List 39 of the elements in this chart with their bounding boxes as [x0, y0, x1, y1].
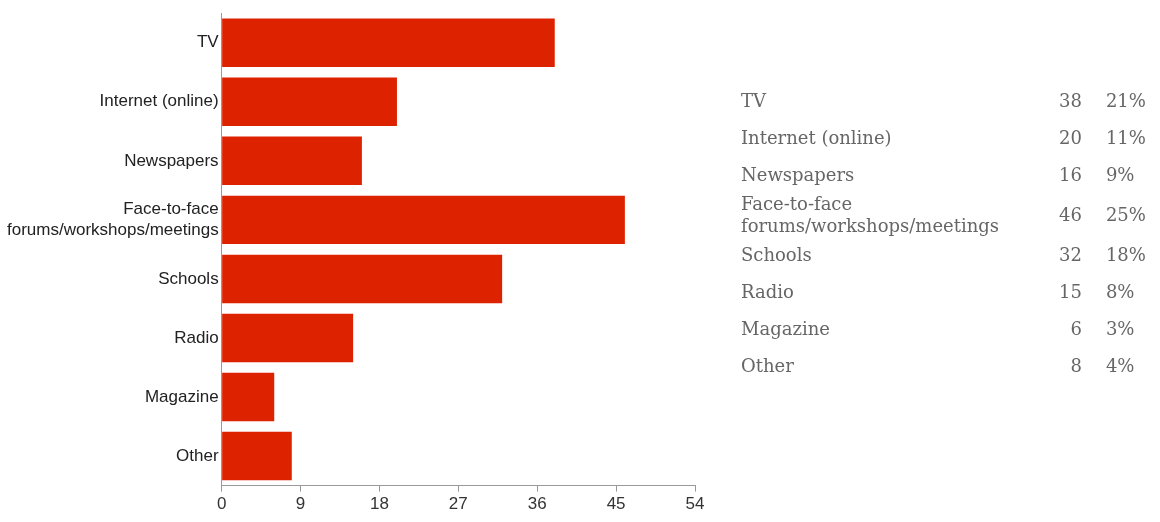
category-label: Internet (online) [741, 126, 892, 148]
text: 8 [1069, 353, 1083, 378]
y-tick-label: Newspapers [124, 150, 219, 170]
y-tick-label: Other [176, 445, 219, 465]
text: 20 [1057, 125, 1083, 150]
text: 18% [1104, 242, 1147, 267]
text: 38 [1057, 88, 1083, 113]
y-tick-label: Schools [158, 268, 219, 288]
category-label: Radio [741, 280, 794, 302]
y-tick-label: Magazine [144, 386, 219, 406]
x-tick-label: 54 [685, 494, 705, 514]
category-label: Magazine [741, 317, 830, 339]
text: 25% [1104, 202, 1147, 227]
y-tick-label: TV [196, 32, 220, 52]
text: 21% [1104, 88, 1147, 113]
text: 32 [1057, 242, 1083, 267]
y-tick-label: Radio [174, 327, 219, 347]
text: 46 [1057, 202, 1083, 227]
text: 15 [1057, 279, 1083, 304]
text: 4% [1104, 353, 1136, 378]
x-tick-label: 45 [606, 494, 626, 514]
text: 11% [1104, 125, 1147, 150]
text: 16 [1057, 162, 1083, 187]
text: 3% [1104, 316, 1136, 341]
text: 6 [1069, 316, 1083, 341]
text: 8% [1104, 279, 1136, 304]
x-tick-label: 0 [216, 494, 227, 514]
x-tick-label: 18 [369, 494, 389, 514]
x-tick-label: 36 [527, 494, 547, 514]
category-label: Other [741, 354, 794, 376]
text: 9% [1104, 162, 1136, 187]
y-tick-label: Internet (online) [99, 91, 219, 111]
category-label: TV [741, 89, 767, 111]
category-label: Face-to-face forums/workshops/meetings [741, 193, 1000, 236]
x-tick-label: 27 [448, 494, 468, 514]
category-label: Schools [741, 243, 812, 265]
x-tick-label: 9 [295, 494, 306, 514]
category-label: Newspapers [741, 163, 855, 185]
y-tick-label: Face-to-face forums/workshops/meetings [7, 199, 219, 239]
